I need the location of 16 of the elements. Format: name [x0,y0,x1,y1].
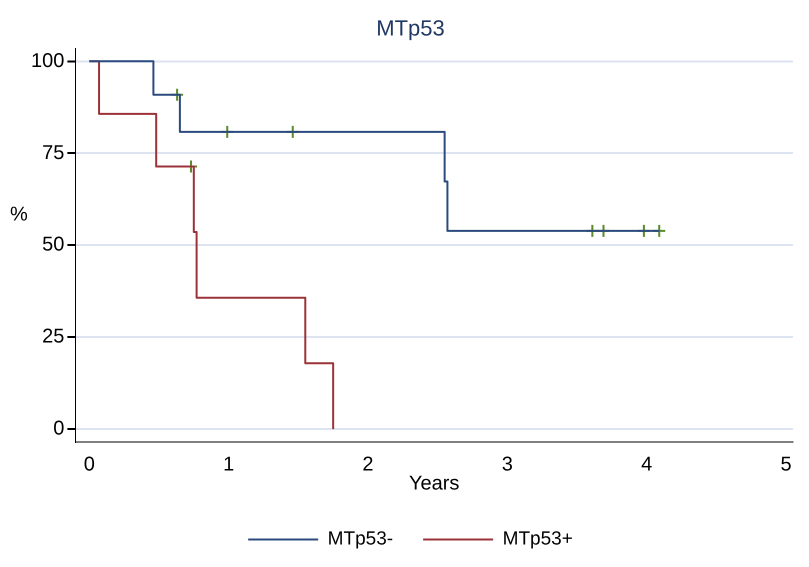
y-tick-label: 50 [42,234,64,256]
y-tick-label: 75 [42,142,64,164]
x-tick-label: 4 [641,454,652,476]
y-tick-label: 0 [53,418,64,440]
y-axis-title: % [10,204,28,226]
y-tick-label: 100 [30,50,64,72]
x-tick-label: 3 [502,454,513,476]
x-axis-title: Years [408,472,460,495]
x-tick-label: 5 [780,454,792,476]
y-tick-label: 25 [42,326,64,348]
x-tick-label: 2 [362,454,374,476]
x-tick-label: 0 [84,454,95,476]
legend-label: MTp53+ [502,528,573,550]
legend-label: MTp53- [328,528,394,550]
chart-title: MTp53 [376,15,445,40]
x-tick-label: 1 [223,454,234,476]
